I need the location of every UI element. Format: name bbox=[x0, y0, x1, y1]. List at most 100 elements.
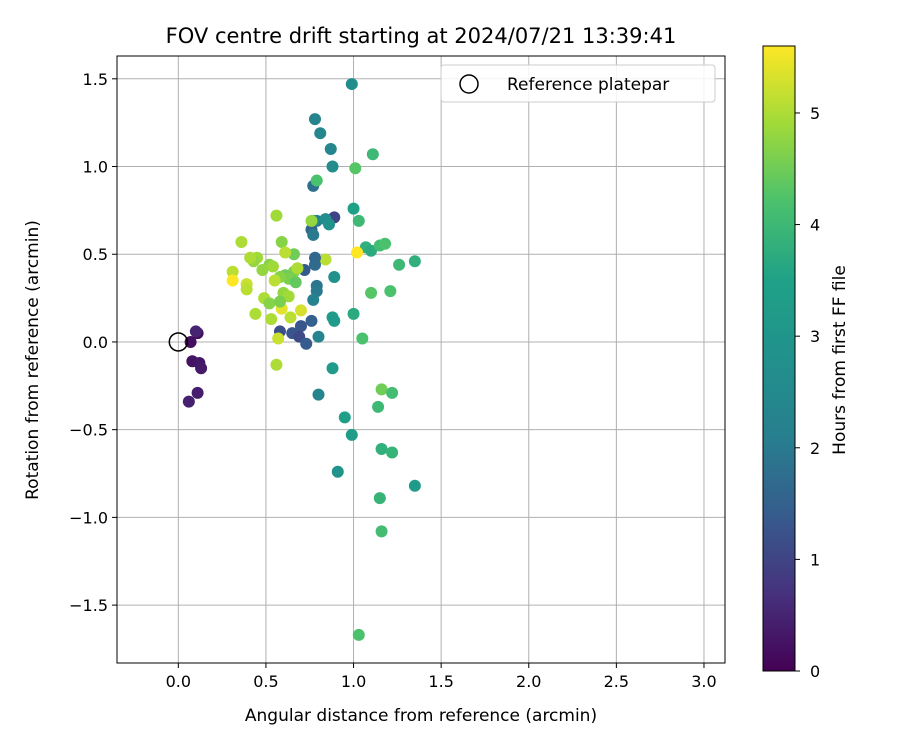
data-point bbox=[289, 276, 302, 289]
data-point bbox=[275, 235, 288, 248]
data-point bbox=[249, 307, 262, 320]
legend-reference-icon bbox=[459, 74, 479, 94]
data-point bbox=[270, 209, 283, 222]
data-point bbox=[373, 492, 386, 505]
data-point bbox=[279, 246, 292, 259]
data-point bbox=[226, 274, 239, 287]
data-point bbox=[191, 386, 204, 399]
data-point bbox=[263, 297, 276, 310]
colorbar-tick-label: 0 bbox=[810, 662, 820, 681]
data-point bbox=[384, 285, 397, 298]
y-axis-label: Rotation from reference (arcmin) bbox=[23, 220, 43, 500]
x-tick-label: 1.0 bbox=[341, 672, 366, 691]
data-point bbox=[282, 290, 295, 303]
data-point bbox=[326, 362, 339, 375]
data-point bbox=[305, 314, 318, 327]
x-tick-label: 0.5 bbox=[253, 672, 278, 691]
data-point bbox=[365, 286, 378, 299]
data-point bbox=[182, 395, 195, 408]
data-point bbox=[270, 358, 283, 371]
data-point bbox=[345, 428, 358, 441]
data-point bbox=[266, 260, 279, 273]
y-tick-label: 0.0 bbox=[83, 333, 108, 352]
colorbar-tick-label: 4 bbox=[810, 216, 820, 235]
x-tick-label: 0.0 bbox=[166, 672, 191, 691]
data-point bbox=[386, 446, 399, 459]
data-point bbox=[366, 148, 379, 161]
data-point bbox=[256, 264, 269, 277]
data-point bbox=[305, 214, 318, 227]
data-point bbox=[308, 113, 321, 126]
data-point bbox=[294, 320, 307, 333]
data-point bbox=[312, 330, 325, 343]
colorbar-tick-label: 5 bbox=[810, 104, 820, 123]
data-point bbox=[345, 78, 358, 91]
data-point bbox=[408, 479, 421, 492]
data-point bbox=[408, 255, 421, 268]
data-point bbox=[328, 271, 341, 284]
data-point bbox=[379, 237, 392, 250]
y-tick-label: 0.5 bbox=[83, 245, 108, 264]
reference-marker bbox=[168, 332, 189, 352]
data-point bbox=[351, 246, 364, 259]
x-axis-label: Angular distance from reference (arcmin) bbox=[245, 706, 597, 726]
data-point bbox=[307, 293, 320, 306]
data-point bbox=[393, 258, 406, 271]
data-point bbox=[268, 274, 281, 287]
x-tick-label: 3.0 bbox=[691, 672, 716, 691]
y-tick-label: −1.5 bbox=[69, 596, 108, 615]
data-point bbox=[356, 332, 369, 345]
data-point bbox=[307, 228, 320, 241]
data-point bbox=[291, 262, 304, 275]
data-point bbox=[189, 325, 202, 338]
data-point bbox=[386, 386, 399, 399]
data-point bbox=[310, 174, 323, 187]
legend-label: Reference platepar bbox=[507, 75, 669, 95]
data-point bbox=[319, 253, 332, 266]
data-point bbox=[312, 388, 325, 401]
grid-lines bbox=[117, 56, 725, 663]
colorbar-label: Hours from first FF file bbox=[830, 265, 850, 455]
data-point bbox=[300, 337, 313, 350]
data-point bbox=[347, 307, 360, 320]
data-point bbox=[294, 304, 307, 317]
y-tick-label: 1.5 bbox=[83, 70, 108, 89]
data-point bbox=[324, 142, 337, 155]
data-point bbox=[349, 162, 362, 175]
data-point bbox=[352, 628, 365, 641]
y-tick-label: 1.0 bbox=[83, 158, 108, 177]
data-point bbox=[244, 251, 257, 264]
data-point bbox=[265, 313, 278, 326]
data-point bbox=[375, 442, 388, 455]
data-points bbox=[182, 78, 421, 641]
colorbar-gradient bbox=[762, 45, 796, 672]
data-point bbox=[235, 235, 248, 248]
x-tick-label: 2.0 bbox=[516, 672, 541, 691]
data-point bbox=[240, 283, 253, 296]
data-point bbox=[352, 214, 365, 227]
plot-frame bbox=[116, 55, 726, 664]
chart-title: FOV centre drift starting at 2024/07/21 … bbox=[166, 24, 677, 48]
data-point bbox=[326, 160, 339, 173]
data-point bbox=[314, 127, 327, 140]
data-point bbox=[372, 400, 385, 413]
colorbar: 0 1 2 3 4 5 Hours from first FF file bbox=[762, 45, 850, 681]
data-point bbox=[323, 218, 336, 231]
data-point bbox=[365, 244, 378, 257]
x-tick-label: 1.5 bbox=[428, 672, 453, 691]
data-point bbox=[284, 311, 297, 324]
colorbar-ticks: 0 1 2 3 4 5 bbox=[795, 104, 820, 681]
data-point bbox=[328, 314, 341, 327]
data-point bbox=[308, 258, 321, 271]
data-point bbox=[273, 295, 286, 308]
data-point bbox=[347, 202, 360, 215]
y-tick-label: −1.0 bbox=[69, 508, 108, 527]
legend: Reference platepar bbox=[440, 64, 716, 103]
data-point bbox=[338, 411, 351, 424]
y-axis-ticks: 1.5 1.0 0.5 0.0 −0.5 −1.0 −1.5 bbox=[69, 70, 117, 615]
colorbar-tick-label: 3 bbox=[810, 327, 820, 346]
data-point bbox=[195, 362, 208, 375]
x-axis-ticks: 0.0 0.5 1.0 1.5 2.0 2.5 3.0 bbox=[166, 663, 717, 691]
x-tick-label: 2.5 bbox=[604, 672, 629, 691]
